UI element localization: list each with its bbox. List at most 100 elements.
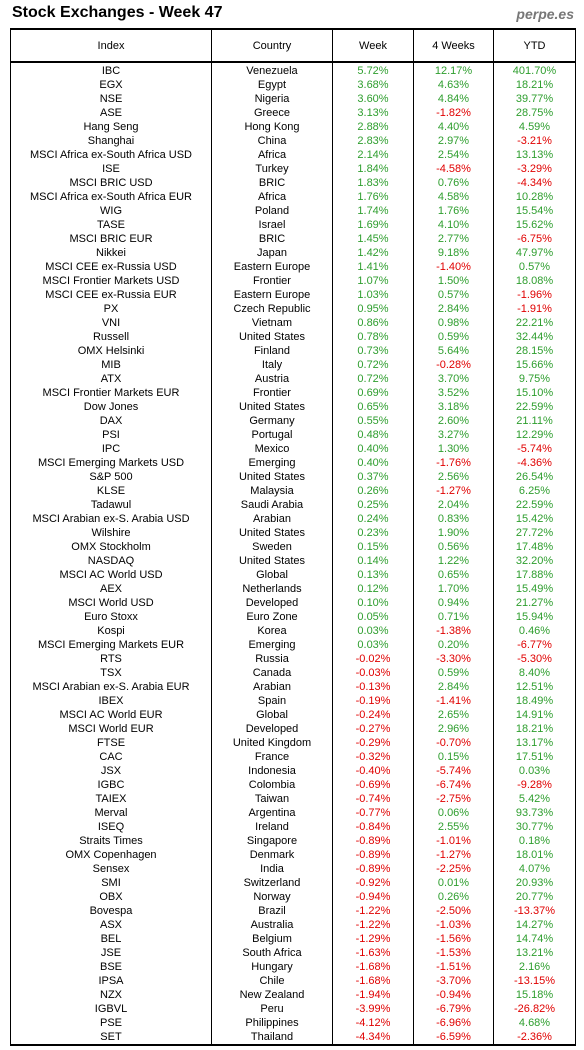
ytd-change-cell: 30.77% (493, 820, 576, 834)
four-weeks-change-cell: -1.41% (413, 694, 494, 708)
table-row: JSX Indonesia -0.40% -5.74% 0.03% (10, 764, 576, 778)
country-cell: Netherlands (211, 582, 333, 596)
week-change-cell: 0.95% (332, 302, 414, 316)
week-change-cell: 0.13% (332, 568, 414, 582)
four-weeks-change-cell: 2.97% (413, 134, 494, 148)
index-cell: Nikkei (10, 246, 212, 260)
four-weeks-change-cell: -0.70% (413, 736, 494, 750)
week-change-cell: -1.22% (332, 918, 414, 932)
column-header-4-weeks: 4 Weeks (413, 28, 494, 63)
index-cell: Tadawul (10, 498, 212, 512)
ytd-change-cell: -26.82% (493, 1002, 576, 1016)
index-cell: TASE (10, 218, 212, 232)
table-row: ASX Australia -1.22% -1.03% 14.27% (10, 918, 576, 932)
ytd-change-cell: 15.10% (493, 386, 576, 400)
table-row: MSCI AC World USD Global 0.13% 0.65% 17.88% (10, 568, 576, 582)
index-cell: Straits Times (10, 834, 212, 848)
index-cell: BEL (10, 932, 212, 946)
table-row: TSX Canada -0.03% 0.59% 8.40% (10, 666, 576, 680)
country-cell: Germany (211, 414, 333, 428)
index-cell: VNI (10, 316, 212, 330)
week-change-cell: -0.24% (332, 708, 414, 722)
index-cell: OMX Stockholm (10, 540, 212, 554)
ytd-change-cell: 28.15% (493, 344, 576, 358)
week-change-cell: 1.07% (332, 274, 414, 288)
ytd-change-cell: -13.15% (493, 974, 576, 988)
ytd-change-cell: 93.73% (493, 806, 576, 820)
ytd-change-cell: 17.88% (493, 568, 576, 582)
four-weeks-change-cell: 2.55% (413, 820, 494, 834)
country-cell: India (211, 862, 333, 876)
table-row: IPSA Chile -1.68% -3.70% -13.15% (10, 974, 576, 988)
table-row: Euro Stoxx Euro Zone 0.05% 0.71% 15.94% (10, 610, 576, 624)
week-change-cell: 3.13% (332, 106, 414, 120)
four-weeks-change-cell: -4.58% (413, 162, 494, 176)
table-row: IPC Mexico 0.40% 1.30% -5.74% (10, 442, 576, 456)
week-change-cell: 0.23% (332, 526, 414, 540)
four-weeks-change-cell: 0.59% (413, 330, 494, 344)
ytd-change-cell: 15.94% (493, 610, 576, 624)
index-cell: MIB (10, 358, 212, 372)
four-weeks-change-cell: 4.10% (413, 218, 494, 232)
week-change-cell: 3.68% (332, 78, 414, 92)
index-cell: S&P 500 (10, 470, 212, 484)
country-cell: Russia (211, 652, 333, 666)
column-header-ytd: YTD (493, 28, 576, 63)
ytd-change-cell: 15.62% (493, 218, 576, 232)
four-weeks-change-cell: -1.27% (413, 848, 494, 862)
index-cell: DAX (10, 414, 212, 428)
country-cell: Saudi Arabia (211, 498, 333, 512)
table-row: KLSE Malaysia 0.26% -1.27% 6.25% (10, 484, 576, 498)
table-row: MSCI CEE ex-Russia EUR Eastern Europe 1.03… (10, 288, 576, 302)
four-weeks-change-cell: -1.82% (413, 106, 494, 120)
ytd-change-cell: -6.75% (493, 232, 576, 246)
index-cell: IPC (10, 442, 212, 456)
week-change-cell: 1.84% (332, 162, 414, 176)
four-weeks-change-cell: 0.59% (413, 666, 494, 680)
index-cell: Russell (10, 330, 212, 344)
week-change-cell: -0.29% (332, 736, 414, 750)
week-change-cell: 1.42% (332, 246, 414, 260)
week-change-cell: 1.83% (332, 176, 414, 190)
index-cell: TAIEX (10, 792, 212, 806)
four-weeks-change-cell: -1.03% (413, 918, 494, 932)
four-weeks-change-cell: 0.56% (413, 540, 494, 554)
ytd-change-cell: 14.27% (493, 918, 576, 932)
week-change-cell: 0.24% (332, 512, 414, 526)
index-cell: Merval (10, 806, 212, 820)
ytd-change-cell: 18.49% (493, 694, 576, 708)
index-cell: ATX (10, 372, 212, 386)
index-cell: IPSA (10, 974, 212, 988)
ytd-change-cell: 32.20% (493, 554, 576, 568)
country-cell: Nigeria (211, 92, 333, 106)
ytd-change-cell: 13.17% (493, 736, 576, 750)
four-weeks-change-cell: -6.96% (413, 1016, 494, 1030)
four-weeks-change-cell: -2.25% (413, 862, 494, 876)
index-cell: OBX (10, 890, 212, 904)
country-cell: Ireland (211, 820, 333, 834)
index-cell: MSCI AC World EUR (10, 708, 212, 722)
index-cell: MSCI World EUR (10, 722, 212, 736)
four-weeks-change-cell: 3.70% (413, 372, 494, 386)
four-weeks-change-cell: -1.76% (413, 456, 494, 470)
week-change-cell: 1.76% (332, 190, 414, 204)
week-change-cell: 0.15% (332, 540, 414, 554)
ytd-change-cell: 15.18% (493, 988, 576, 1002)
four-weeks-change-cell: 2.96% (413, 722, 494, 736)
index-cell: Dow Jones (10, 400, 212, 414)
week-change-cell: -0.94% (332, 890, 414, 904)
index-cell: IBC (10, 62, 212, 78)
index-cell: CAC (10, 750, 212, 764)
country-cell: Africa (211, 148, 333, 162)
index-cell: MSCI AC World USD (10, 568, 212, 582)
four-weeks-change-cell: -5.74% (413, 764, 494, 778)
week-change-cell: 0.03% (332, 638, 414, 652)
ytd-change-cell: -4.36% (493, 456, 576, 470)
week-change-cell: 1.74% (332, 204, 414, 218)
country-cell: Indonesia (211, 764, 333, 778)
country-cell: United States (211, 400, 333, 414)
country-cell: Vietnam (211, 316, 333, 330)
week-change-cell: 1.41% (332, 260, 414, 274)
country-cell: Turkey (211, 162, 333, 176)
week-change-cell: -0.32% (332, 750, 414, 764)
